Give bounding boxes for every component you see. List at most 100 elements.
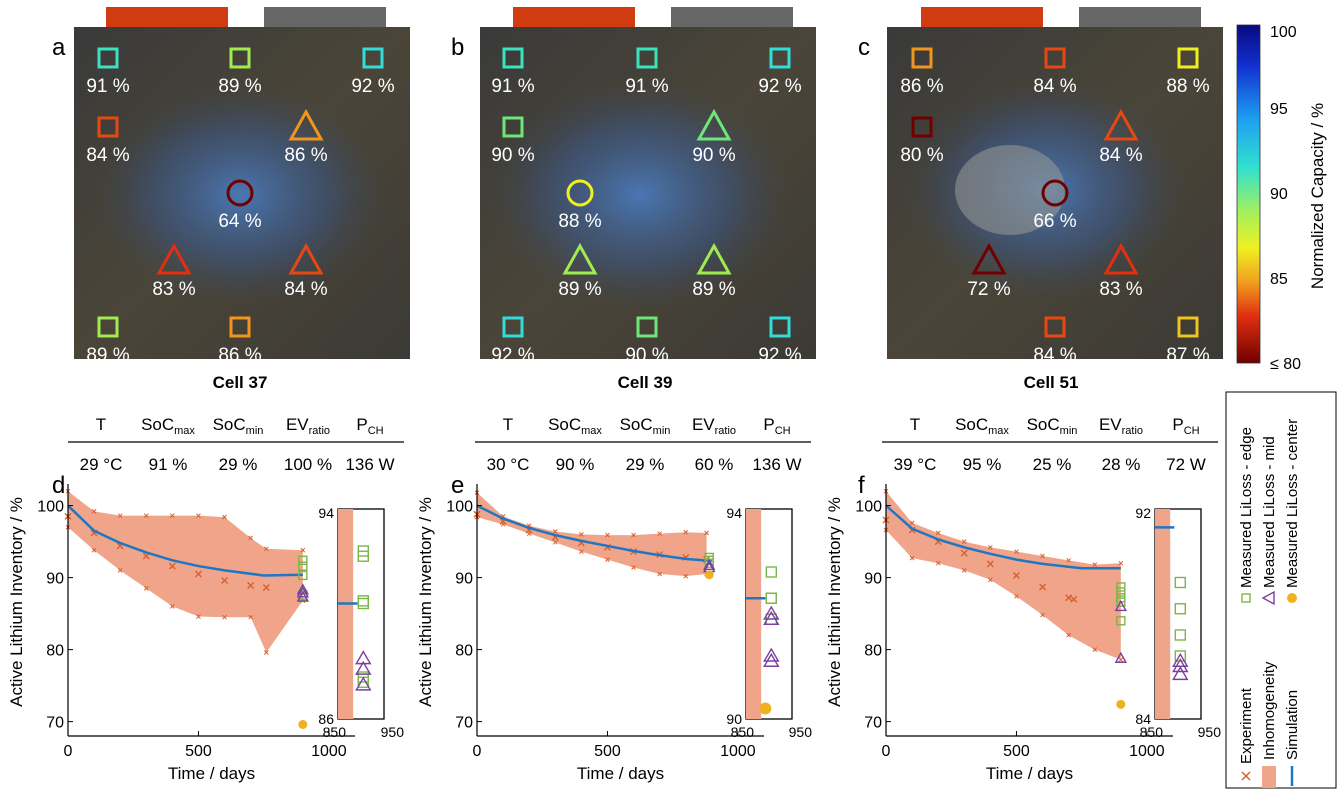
center-marker (1116, 699, 1126, 709)
inset-y-tick-top: 92 (1135, 505, 1151, 521)
conditions-e: T SoCmax SoCmin EVratio PCH 30 °C 90 % 2… (475, 415, 811, 474)
colorbar-tick-90: 90 (1270, 186, 1288, 203)
colorbar-tick-100: 100 (1270, 24, 1297, 41)
header-socmax: SoCmax (955, 415, 1009, 437)
triangle-marker (1103, 108, 1139, 141)
capacity-label: 90 % (692, 145, 735, 166)
band-cross (552, 529, 558, 534)
inset-y-tick-bottom: 84 (1135, 711, 1151, 727)
value-T: 39 °C (894, 455, 937, 474)
header-pch: PCH (763, 415, 790, 437)
header-T: T (96, 415, 106, 434)
inset-mid-marker (1172, 658, 1189, 673)
circle-marker (1041, 179, 1069, 207)
y-tick-label: 70 (864, 715, 882, 732)
y-tick-label: 90 (46, 571, 64, 588)
inset-mid-marker (763, 605, 780, 620)
mid-marker (296, 583, 310, 595)
header-socmin: SoCmin (620, 415, 671, 437)
legend-center-label: Measured LiLoss - center (1284, 419, 1301, 588)
x-tick-label: 500 (1003, 743, 1030, 760)
band-cross (552, 539, 558, 545)
x-tick-label: 1000 (311, 743, 347, 760)
legend-mid-label: Measured LiLoss - mid (1261, 436, 1278, 588)
value-T: 29 °C (80, 455, 123, 474)
band-cross (1040, 553, 1045, 559)
inset-band (338, 509, 354, 719)
edge-marker (298, 561, 308, 571)
header-evratio: EVratio (286, 415, 330, 437)
x-tick-label: 0 (473, 743, 482, 760)
band-cross (579, 549, 584, 555)
band-cross (935, 530, 941, 536)
tab-negative (1079, 7, 1201, 27)
band-cross (605, 532, 610, 538)
band-cross (683, 529, 689, 535)
tab-positive (106, 7, 228, 27)
triangle-marker (971, 242, 1007, 275)
capacity-label: 66 % (1033, 211, 1076, 232)
square-marker (1177, 316, 1199, 338)
capacity-label: 64 % (218, 211, 261, 232)
band-cross (263, 650, 269, 655)
square-marker (1044, 316, 1066, 338)
inset-x-tick-right: 950 (1198, 724, 1222, 740)
edge-marker (298, 570, 308, 581)
y-axis-label: Active Lithium Inventory / % (416, 497, 435, 707)
square-marker (636, 47, 658, 69)
y-tick-label: 70 (455, 715, 473, 732)
triangle-marker (696, 242, 732, 275)
y-tick-label: 80 (455, 643, 473, 660)
capacity-label: 88 % (1166, 76, 1209, 97)
y-tick-label: 90 (455, 571, 473, 588)
edge-marker (1116, 582, 1126, 592)
mid-marker (1114, 599, 1128, 612)
experiment-point (168, 562, 176, 570)
band-cross (117, 513, 123, 519)
inhomogeneity-band (477, 492, 707, 577)
legend-experiment-swatch (1241, 771, 1251, 781)
x-axis-label: Time / days (986, 764, 1073, 783)
band-cross (961, 539, 967, 544)
value-socmax: 91 % (149, 455, 188, 474)
capacity-label: 84 % (1033, 76, 1076, 97)
legend: Experiment Inhomogeneity Simulation Measure… (1225, 391, 1337, 789)
x-axis-label: Time / days (577, 764, 664, 783)
plating-area (955, 145, 1065, 235)
value-socmax: 90 % (556, 455, 595, 474)
colorbar-tick-80: ≤ 80 (1270, 356, 1301, 373)
capacity-label: 89 % (692, 279, 735, 300)
inset-band (746, 509, 762, 719)
value-socmin: 29 % (626, 455, 665, 474)
band-cross (1040, 612, 1045, 618)
cell-photo-a: a Cell 37 91 % 89 % 92 % 84 % 86 % 64 % 83 % 84… (52, 7, 410, 392)
header-evratio: EVratio (692, 415, 736, 437)
inhomogeneity-band (886, 491, 1121, 660)
triangle-marker (696, 108, 732, 141)
capacity-label: 92 % (351, 76, 394, 97)
square-marker (502, 47, 524, 69)
triangle-marker (156, 242, 192, 275)
inset-x-tick-left: 850 (731, 724, 755, 740)
inset-x-tick-left: 850 (323, 724, 347, 740)
cell-caption-a: Cell 37 (213, 373, 268, 392)
triangle-marker (288, 242, 324, 275)
capacity-label: 89 % (218, 76, 261, 97)
band-cross (1066, 557, 1071, 563)
y-tick-label: 80 (864, 643, 882, 660)
capacity-label: 91 % (491, 76, 534, 97)
band-cross (988, 545, 993, 550)
capacity-label: 83 % (152, 279, 195, 300)
inset-band (1155, 509, 1171, 719)
band-cross (143, 586, 149, 591)
x-axis-label: Time / days (168, 764, 255, 783)
degradation-glow (95, 85, 385, 305)
conditions-f: T SoCmax SoCmin EVratio PCH 39 °C 95 % 2… (882, 415, 1218, 474)
tab-positive (513, 7, 635, 27)
capacity-label: 80 % (900, 145, 943, 166)
triangle-marker (562, 242, 598, 275)
colorbar-label: Normalized Capacity / % (1308, 103, 1327, 289)
inset-mid-marker (355, 650, 372, 665)
